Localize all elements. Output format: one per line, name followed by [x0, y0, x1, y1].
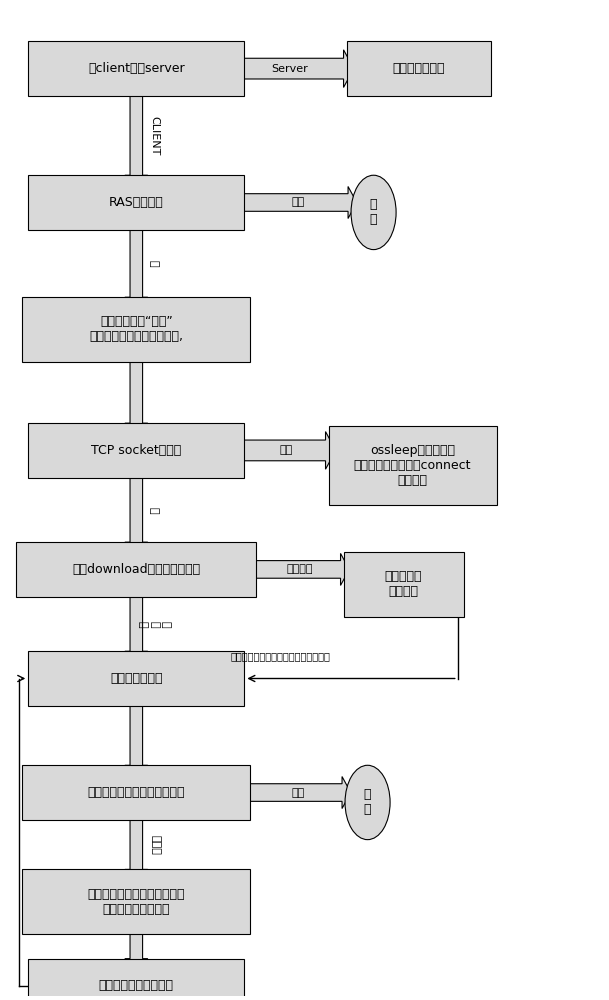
- Text: 放完: 放完: [291, 788, 304, 798]
- Text: CLIENT: CLIENT: [149, 116, 160, 155]
- Polygon shape: [125, 820, 148, 886]
- Polygon shape: [244, 186, 357, 219]
- FancyBboxPatch shape: [28, 959, 244, 1000]
- FancyBboxPatch shape: [16, 542, 256, 597]
- Text: 结
束: 结 束: [370, 198, 378, 226]
- Polygon shape: [125, 597, 148, 668]
- Polygon shape: [125, 706, 148, 782]
- FancyBboxPatch shape: [28, 423, 244, 478]
- Text: 点击回放中的“开始”
或昮修改记录查询中的时间,: 点击回放中的“开始” 或昮修改记录查询中的时间,: [90, 315, 183, 343]
- Text: 等待这个文件传输完成: 等待这个文件传输完成: [99, 979, 174, 992]
- Polygon shape: [125, 362, 148, 440]
- Polygon shape: [256, 553, 350, 585]
- FancyBboxPatch shape: [28, 175, 244, 230]
- FancyBboxPatch shape: [22, 869, 250, 934]
- Text: 通: 通: [148, 260, 158, 267]
- Text: 没下载完: 没下载完: [287, 564, 313, 574]
- Text: 识
载
下: 识 载 下: [138, 621, 171, 627]
- FancyBboxPatch shape: [343, 552, 463, 617]
- Polygon shape: [244, 50, 354, 87]
- Text: 已经下载完的文件放完没有？: 已经下载完的文件放完没有？: [88, 786, 185, 799]
- FancyBboxPatch shape: [328, 426, 497, 505]
- Text: 不通: 不通: [280, 445, 293, 455]
- Text: 开始download远端日志到本地: 开始download远端日志到本地: [72, 563, 200, 576]
- FancyBboxPatch shape: [347, 41, 491, 96]
- Polygon shape: [244, 432, 336, 469]
- FancyBboxPatch shape: [22, 297, 250, 362]
- Text: 不通: 不通: [291, 197, 304, 207]
- Text: 把这部分已经下载好的加入回放，查询: 把这部分已经下载好的加入回放，查询: [231, 652, 331, 662]
- Text: 没放完: 没放完: [150, 835, 161, 855]
- Text: ossleep一会再检查
主程序中会有不停的connect
的操作的: ossleep一会再检查 主程序中会有不停的connect 的操作的: [354, 444, 471, 487]
- Polygon shape: [125, 230, 148, 314]
- FancyBboxPatch shape: [28, 41, 244, 96]
- Ellipse shape: [345, 765, 390, 840]
- Text: 没放完，就昮说，当前正在传
输的文件的指针有效: 没放完，就昮说，当前正在传 输的文件的指针有效: [88, 888, 185, 916]
- Ellipse shape: [351, 175, 396, 250]
- Polygon shape: [125, 478, 148, 559]
- Text: Server: Server: [271, 64, 308, 74]
- Polygon shape: [125, 96, 148, 192]
- Text: 昮client还昮server: 昮client还昮server: [88, 62, 185, 75]
- Text: 结
束: 结 束: [364, 788, 371, 816]
- Polygon shape: [250, 777, 351, 809]
- FancyBboxPatch shape: [28, 651, 244, 706]
- Text: TCP socket字通？: TCP socket字通？: [91, 444, 181, 457]
- Text: 通: 通: [148, 507, 158, 513]
- Text: 开始回放，查询: 开始回放，查询: [110, 672, 163, 685]
- Text: RAS链接通畅: RAS链接通畅: [109, 196, 164, 209]
- FancyBboxPatch shape: [22, 765, 250, 820]
- Polygon shape: [125, 934, 148, 976]
- Text: 正常回放或查询: 正常回放或查询: [392, 62, 445, 75]
- Text: 部分文件已
经下载好: 部分文件已 经下载好: [385, 570, 423, 598]
